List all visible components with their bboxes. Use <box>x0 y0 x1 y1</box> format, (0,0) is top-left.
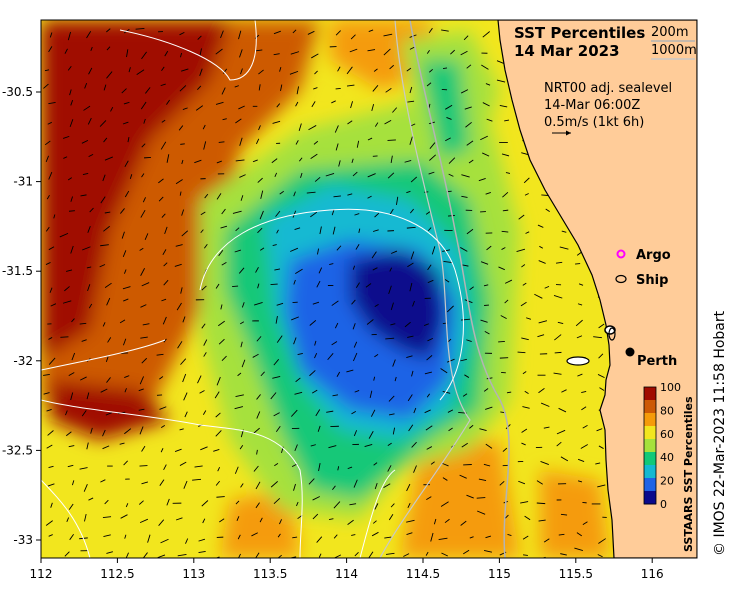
map-title: SST Percentiles <box>514 24 645 42</box>
map-date: 14 Mar 2023 <box>514 42 620 60</box>
x-tick-label: 113.5 <box>253 567 287 581</box>
y-tick-label: -31.5 <box>2 264 33 278</box>
current-vector <box>388 140 396 141</box>
current-vector <box>537 503 545 504</box>
colorbar-swatch <box>644 413 656 427</box>
colorbar-swatch <box>644 387 656 401</box>
x-tick-label: 112 <box>30 567 53 581</box>
current-vector <box>180 144 185 145</box>
isobath-1000m-label: 1000m <box>651 43 697 58</box>
argo-label: Argo <box>636 248 671 263</box>
x-axis: 112 112.5 113 113.5 114 114.5 115 115.5 116 <box>30 558 664 581</box>
x-tick-label: 114.5 <box>406 567 440 581</box>
y-tick-label: -32.5 <box>2 443 33 457</box>
ship-label: Ship <box>636 273 668 288</box>
x-tick-label: 112.5 <box>100 567 134 581</box>
y-tick-label: -33 <box>13 533 33 547</box>
colorbar-swatch <box>644 478 656 492</box>
y-tick-label: -30.5 <box>2 85 33 99</box>
current-vector <box>555 352 562 353</box>
current-vector <box>69 211 75 212</box>
perth-marker <box>626 348 635 357</box>
current-time-label: 14-Mar 06:00Z <box>544 98 640 113</box>
y-tick-label: -32 <box>13 354 33 368</box>
current-vector <box>271 284 278 285</box>
colorbar-swatch <box>644 465 656 479</box>
colorbar-tick-label: 0 <box>660 498 667 511</box>
current-vector <box>46 558 50 564</box>
x-tick-label: 114 <box>335 567 358 581</box>
x-tick-label: 113 <box>182 567 205 581</box>
perth-label: Perth <box>637 354 677 369</box>
y-axis: -30.5 -31 -31.5 -32 -32.5 -33 <box>2 85 41 547</box>
current-vector <box>60 337 68 338</box>
current-source-label: NRT00 adj. sealevel <box>544 81 672 96</box>
colorbar-swatch <box>644 452 656 466</box>
current-vector <box>336 88 341 89</box>
x-tick-label: 115 <box>488 567 511 581</box>
isobath-200m-label: 200m <box>651 25 688 40</box>
colorbar-tick-label: 20 <box>660 475 674 488</box>
x-tick-label: 115.5 <box>559 567 593 581</box>
colorbar-tick-label: 60 <box>660 428 674 441</box>
vector-scale-label: 0.5m/s (1kt 6h) <box>544 115 644 130</box>
current-vector <box>140 466 148 467</box>
colorbar-swatch <box>644 426 656 440</box>
current-vector <box>518 352 526 353</box>
current-vector <box>575 264 580 265</box>
credit-text: © IMOS 22-Mar-2023 11:58 Hobart <box>712 311 728 556</box>
y-tick-label: -31 <box>13 175 33 189</box>
colorbar-tick-label: 100 <box>660 381 681 394</box>
current-vector <box>523 555 528 556</box>
x-tick-label: 116 <box>641 567 664 581</box>
colorbar-swatch <box>644 491 656 505</box>
colorbar-tick-label: 80 <box>660 404 674 417</box>
colorbar-swatch <box>644 400 656 414</box>
colorbar-title: SSTAARS SST Percentiles <box>682 396 695 552</box>
colorbar-tick-label: 40 <box>660 451 674 464</box>
current-vector <box>477 498 486 499</box>
colorbar-swatch <box>644 439 656 453</box>
